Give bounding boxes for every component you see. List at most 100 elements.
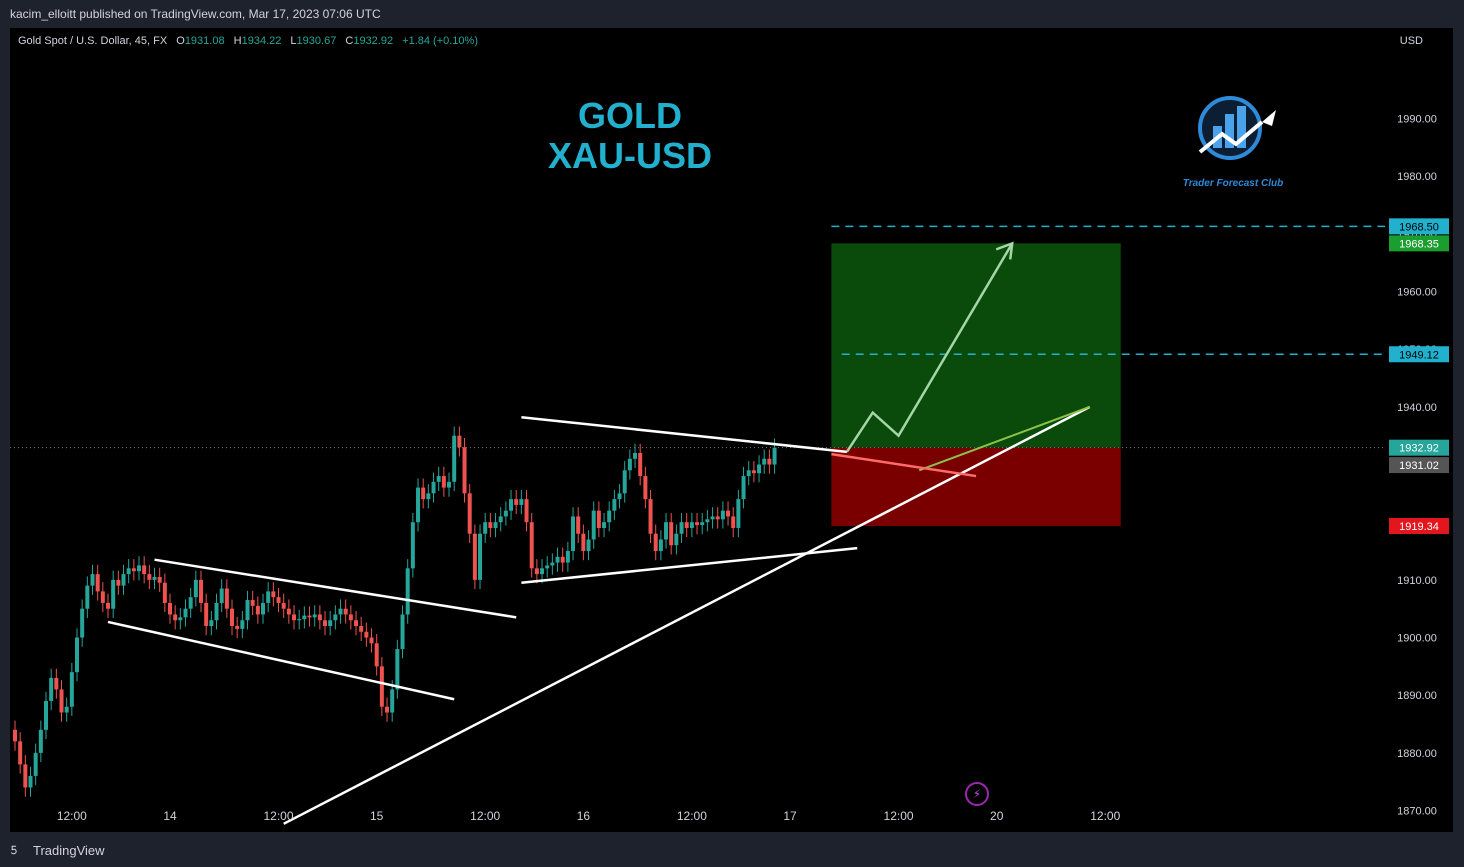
candle-body	[199, 579, 204, 603]
candle-body	[689, 522, 694, 528]
candle-body	[59, 689, 64, 713]
y-tick-label: 1880.00	[1397, 748, 1437, 760]
title-line-1: GOLD	[578, 95, 682, 136]
candle-body	[633, 452, 638, 459]
price-label: 1968.35	[1399, 238, 1439, 250]
candle-body	[209, 620, 214, 627]
x-tick-label: 12:00	[884, 809, 914, 823]
candle-body	[147, 574, 152, 580]
price-label-box	[1389, 218, 1449, 235]
candle-body	[95, 574, 100, 592]
candle-body	[421, 487, 426, 500]
candle-body	[534, 568, 539, 575]
candle-body	[374, 643, 379, 667]
candle-body	[540, 568, 545, 575]
candle-body	[695, 522, 700, 526]
candle-body	[472, 533, 477, 580]
candle-body	[514, 499, 519, 505]
candle-body	[162, 582, 167, 603]
candle-body	[354, 620, 359, 627]
candle-body	[565, 551, 570, 563]
candle-body	[137, 565, 142, 572]
price-label-box	[1389, 518, 1449, 535]
x-tick-label: 17	[783, 809, 797, 823]
candle-body	[664, 522, 669, 540]
candle-body	[560, 556, 565, 563]
y-tick-label: 1890.00	[1397, 690, 1437, 702]
x-tick-label: 20	[990, 809, 1004, 823]
candle-body	[142, 565, 147, 575]
candle-body	[757, 464, 762, 474]
flash-icon[interactable]: ⚡	[965, 782, 989, 806]
candle-body	[751, 470, 756, 474]
title-line-2: XAU-USD	[547, 135, 712, 176]
candle-body	[741, 476, 746, 500]
candle-body	[193, 579, 198, 598]
candle-body	[38, 729, 43, 753]
candle-body	[323, 620, 328, 627]
open-label: O	[176, 35, 185, 47]
candle-body	[85, 585, 90, 609]
y-tick-label: 1940.00	[1397, 402, 1437, 414]
candle-body	[462, 447, 467, 494]
price-label-box	[1389, 457, 1449, 474]
candle-body	[255, 605, 260, 615]
candle-body	[261, 602, 266, 615]
price-label-box	[1389, 346, 1449, 363]
candle-body	[669, 522, 674, 546]
y-tick-label: 1910.00	[1397, 575, 1437, 587]
candle-body	[529, 522, 534, 569]
candle-body	[591, 510, 596, 540]
change-value: +1.84 (+0.10%)	[402, 35, 478, 47]
candle-body	[333, 614, 338, 621]
candle-body	[441, 476, 446, 488]
candle-body	[219, 588, 224, 603]
candle-body	[364, 631, 369, 638]
candle-body	[250, 600, 255, 606]
candle-body	[545, 565, 550, 569]
candle-body	[586, 539, 591, 552]
candle-body	[436, 476, 441, 482]
candle-body	[69, 672, 74, 707]
candle-body	[571, 516, 576, 552]
candle-body	[116, 579, 121, 586]
price-label: 1919.34	[1399, 521, 1439, 533]
candle-body	[75, 637, 80, 673]
candlestick-chart[interactable]: 1870.001880.001890.001900.001910.001920.…	[10, 28, 1453, 832]
candle-body	[581, 533, 586, 552]
candle-body	[13, 729, 17, 742]
candle-body	[731, 516, 736, 528]
close-label: C	[345, 35, 354, 47]
close-value: 1932.92	[353, 35, 394, 47]
candle-body	[431, 481, 436, 494]
candle-body	[100, 591, 105, 603]
x-tick-label: 12:00	[1090, 809, 1120, 823]
candle-body	[369, 637, 374, 644]
high-value: 1934.22	[241, 35, 282, 47]
candle-body	[498, 516, 503, 523]
candle-body	[379, 666, 384, 707]
candle-body	[658, 539, 663, 552]
symbol-name[interactable]: Gold Spot / U.S. Dollar, 45, FX	[18, 35, 168, 47]
candle-body	[80, 608, 85, 638]
x-tick-label: 16	[577, 809, 591, 823]
candle-body	[64, 706, 69, 713]
candle-body	[317, 614, 322, 621]
candle-body	[638, 452, 643, 477]
candle-body	[395, 649, 400, 690]
candle-body	[524, 499, 529, 523]
candle-body	[772, 447, 777, 465]
candle-body	[235, 626, 240, 629]
candle-body	[23, 764, 28, 788]
tradingview-logo-icon[interactable]: 𝟻	[10, 843, 18, 857]
upper-channel-line	[154, 558, 517, 619]
candle-body	[467, 493, 472, 534]
candle-body	[204, 602, 209, 627]
chart-pane[interactable]: 1870.001880.001890.001900.001910.001920.…	[10, 28, 1453, 832]
price-label: 1932.92	[1399, 443, 1439, 455]
candle-body	[106, 602, 111, 609]
candle-body	[700, 522, 705, 526]
footer-brand[interactable]: TradingView	[33, 843, 105, 858]
candle-body	[674, 533, 679, 546]
currency-label: USD	[1399, 35, 1423, 47]
